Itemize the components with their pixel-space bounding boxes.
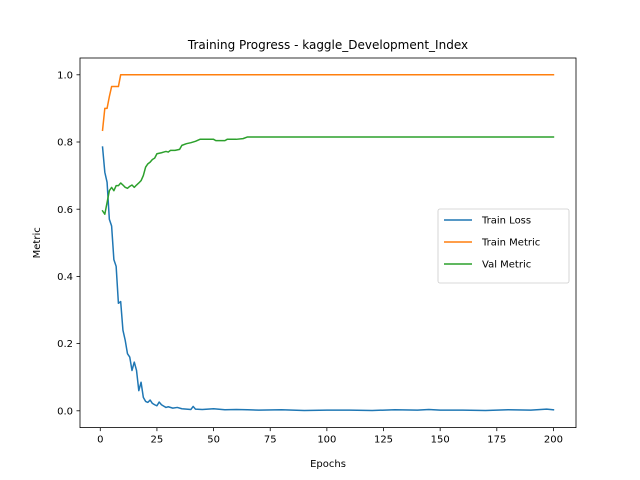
legend-label: Train Loss: [481, 216, 531, 227]
legend-label: Val Metric: [482, 260, 531, 271]
y-tick-label: 0.8: [57, 138, 73, 149]
plot-frame: [79, 57, 577, 429]
y-tick-label: 0.4: [57, 272, 73, 283]
series-line-val-metric: [101, 136, 555, 215]
x-tick-label: 50: [207, 435, 220, 446]
x-tick-label: 200: [544, 435, 563, 446]
series-line-train-metric: [101, 74, 555, 132]
x-tick-label: 150: [431, 435, 450, 446]
x-tick-label: 175: [487, 435, 506, 446]
x-axis-label: Epochs: [310, 459, 346, 470]
chart-title: Training Progress - kaggle_Development_I…: [187, 38, 468, 52]
x-tick-label: 75: [264, 435, 277, 446]
x-tick-label: 125: [374, 435, 393, 446]
x-tick-label: 0: [97, 435, 103, 446]
y-tick-label: 0.0: [57, 406, 73, 417]
series-line-train-loss: [101, 146, 555, 412]
legend-label: Train Metric: [481, 238, 540, 249]
y-tick-label: 1.0: [57, 70, 73, 81]
series-layer: [101, 74, 555, 412]
y-axis-label: Metric: [32, 227, 43, 258]
axes-layer: 0 25 50 75 100 125 150 175 200 0.0 0.2 0.4 0.6 0.8 1.0: [57, 70, 563, 445]
x-tick-label: 100: [317, 435, 336, 446]
legend: Train Loss Train Metric Val Metric: [437, 208, 570, 284]
x-tick-label: 25: [151, 435, 164, 446]
y-tick-label: 0.6: [57, 205, 73, 216]
y-tick-label: 0.2: [57, 339, 73, 350]
